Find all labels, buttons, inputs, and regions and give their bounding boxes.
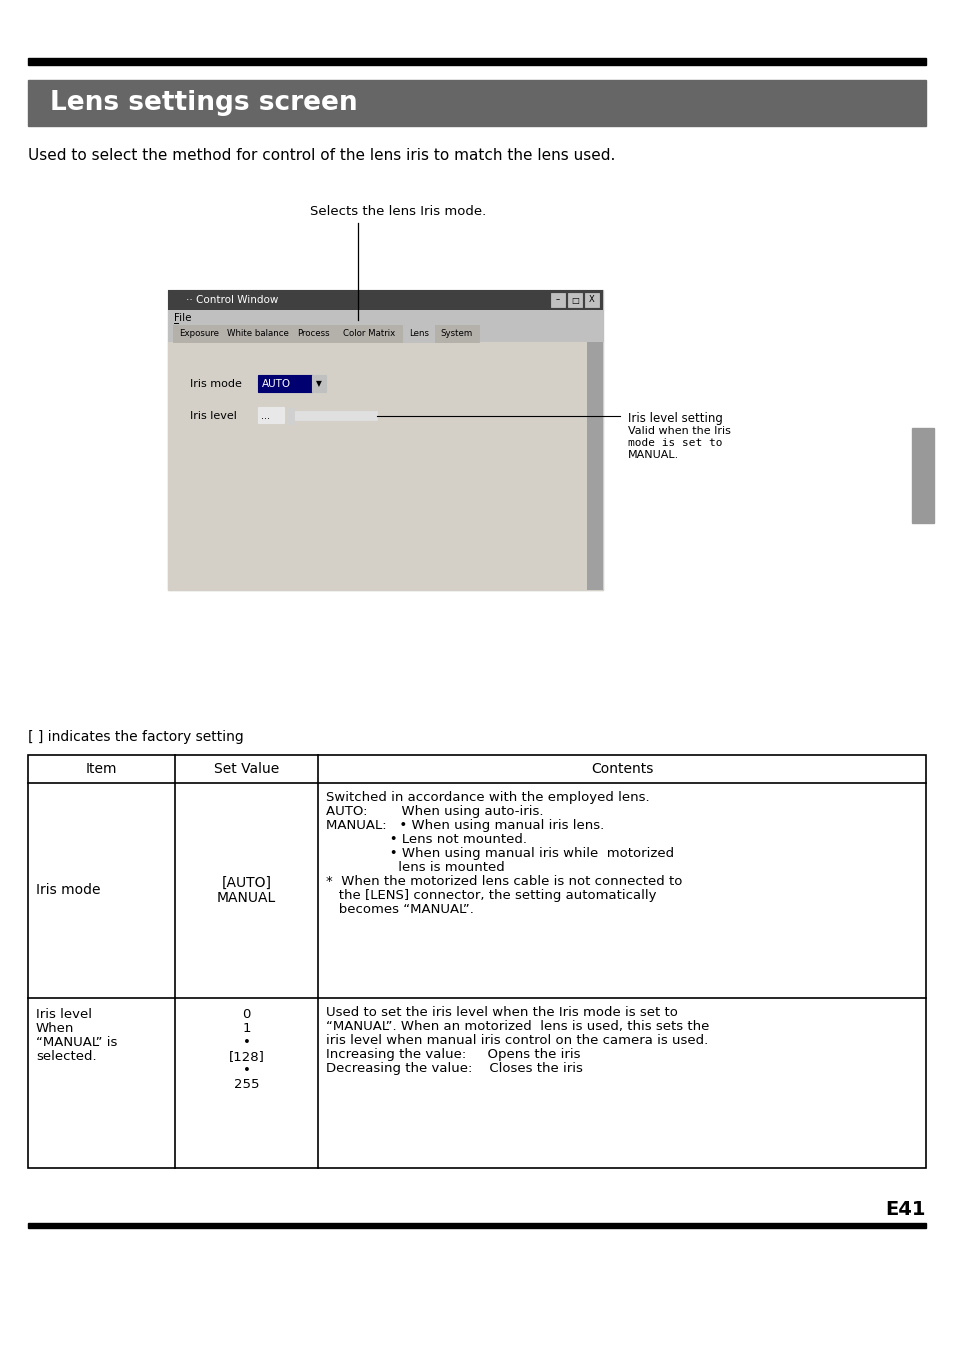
Text: □: □: [571, 296, 578, 304]
Bar: [402, 324, 435, 342]
Text: *  When the motorized lens cable is not connected to: * When the motorized lens cable is not c…: [326, 875, 681, 888]
Bar: [335, 324, 402, 342]
Bar: [28, 1224, 925, 1228]
Text: Decreasing the value:    Closes the iris: Decreasing the value: Closes the iris: [326, 1063, 582, 1075]
Text: “MANUAL” is: “MANUAL” is: [36, 1036, 117, 1049]
Text: Iris level: Iris level: [36, 1009, 91, 1021]
Bar: [551, 293, 564, 307]
Bar: [586, 342, 602, 589]
Text: •: •: [242, 1036, 251, 1049]
Bar: [225, 324, 290, 342]
Text: –: –: [556, 296, 559, 304]
Text: AUTO: AUTO: [262, 379, 291, 389]
Bar: [584, 293, 598, 307]
Text: Used to set the iris level when the Iris mode is set to: Used to set the iris level when the Iris…: [326, 1006, 678, 1019]
Bar: [567, 293, 581, 307]
Bar: [168, 310, 602, 324]
Text: Iris level: Iris level: [190, 411, 236, 420]
Text: Iris mode: Iris mode: [190, 379, 242, 389]
Text: mode is set to: mode is set to: [627, 438, 721, 448]
Text: When: When: [36, 1022, 74, 1036]
Bar: [28, 80, 925, 126]
Text: Selects the lens Iris mode.: Selects the lens Iris mode.: [310, 206, 486, 218]
Text: ...: ...: [261, 411, 270, 420]
Text: 1: 1: [242, 1022, 251, 1036]
Bar: [287, 411, 376, 420]
Bar: [435, 324, 478, 342]
Bar: [168, 289, 602, 589]
Bar: [257, 407, 284, 423]
Text: becomes “MANUAL”.: becomes “MANUAL”.: [326, 903, 474, 917]
Text: Exposure: Exposure: [179, 329, 219, 338]
Text: E41: E41: [884, 1201, 925, 1220]
Text: Valid when the Iris: Valid when the Iris: [627, 426, 730, 435]
Text: “MANUAL”. When an motorized  lens is used, this sets the: “MANUAL”. When an motorized lens is used…: [326, 1019, 709, 1033]
Text: • Lens not mounted.: • Lens not mounted.: [326, 833, 526, 846]
Text: Process: Process: [296, 329, 329, 338]
Text: selected.: selected.: [36, 1051, 96, 1063]
Text: the [LENS] connector, the setting automatically: the [LENS] connector, the setting automa…: [326, 890, 656, 902]
Text: [128]: [128]: [229, 1051, 264, 1063]
Text: 0: 0: [242, 1009, 251, 1021]
Text: lens is mounted: lens is mounted: [326, 861, 504, 873]
Text: Lens settings screen: Lens settings screen: [50, 91, 357, 116]
Text: Increasing the value:     Opens the iris: Increasing the value: Opens the iris: [326, 1048, 579, 1061]
Text: ▼: ▼: [315, 380, 321, 388]
Text: Set Value: Set Value: [213, 763, 279, 776]
Text: MANUAL: MANUAL: [216, 891, 275, 906]
Text: Item: Item: [86, 763, 117, 776]
Text: [AUTO]: [AUTO]: [221, 876, 272, 890]
Bar: [290, 324, 335, 342]
Text: MANUAL:   • When using manual iris lens.: MANUAL: • When using manual iris lens.: [326, 819, 603, 831]
Text: MANUAL.: MANUAL.: [627, 450, 679, 460]
Text: X: X: [589, 296, 595, 304]
Text: System: System: [440, 329, 473, 338]
Text: Lens: Lens: [409, 329, 429, 338]
Bar: [287, 408, 294, 425]
Bar: [911, 429, 933, 523]
Text: ·· Control Window: ·· Control Window: [186, 295, 278, 306]
Bar: [172, 324, 225, 342]
Bar: [257, 375, 312, 392]
Bar: [168, 289, 602, 310]
Text: •: •: [242, 1064, 251, 1078]
Text: White balance: White balance: [226, 329, 288, 338]
Text: Iris mode: Iris mode: [36, 883, 100, 898]
Text: 255: 255: [233, 1078, 259, 1091]
Text: • When using manual iris while  motorized: • When using manual iris while motorized: [326, 846, 674, 860]
Bar: [312, 375, 326, 392]
Text: iris level when manual iris control on the camera is used.: iris level when manual iris control on t…: [326, 1034, 707, 1046]
Text: Switched in accordance with the employed lens.: Switched in accordance with the employed…: [326, 791, 649, 804]
Bar: [168, 342, 602, 589]
Bar: [28, 58, 925, 65]
Text: Color Matrix: Color Matrix: [343, 329, 395, 338]
Bar: [28, 754, 925, 1168]
Text: AUTO:        When using auto-iris.: AUTO: When using auto-iris.: [326, 804, 543, 818]
Text: Contents: Contents: [590, 763, 653, 776]
Text: Used to select the method for control of the lens iris to match the lens used.: Used to select the method for control of…: [28, 147, 615, 164]
Text: [ ] indicates the factory setting: [ ] indicates the factory setting: [28, 730, 244, 744]
Text: File: File: [173, 314, 192, 323]
Text: Iris level setting: Iris level setting: [627, 412, 722, 425]
